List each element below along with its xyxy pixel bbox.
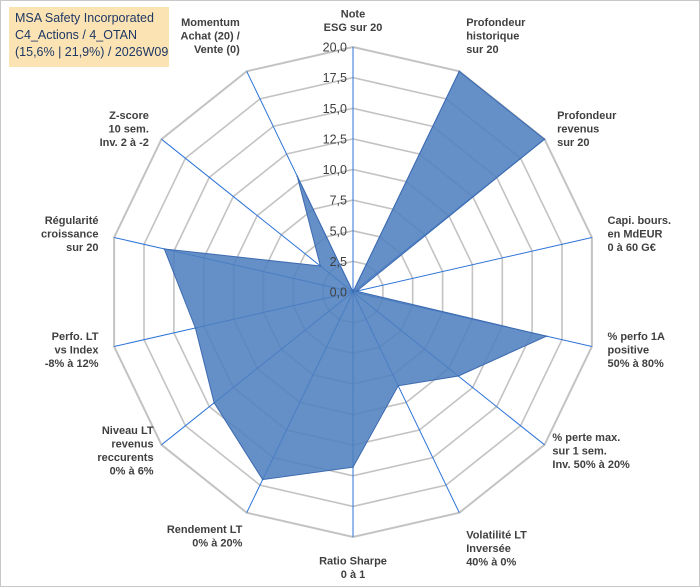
- tick-label-2: 5,0: [330, 224, 347, 238]
- axis-label-1-line-1: historique: [466, 30, 519, 42]
- axis-label-0-line-0: Note: [341, 8, 365, 20]
- axis-label-7: Ratio Sharpe 0 à 1: [319, 556, 387, 582]
- axis-label-12-line-1: 10 sem.: [109, 124, 149, 136]
- tick-label-3: 7,5: [330, 194, 347, 208]
- axis-label-3-line-0: Capi. bours.: [608, 215, 672, 227]
- title-stats: (15,6% | 21,9%) / 2026W09: [15, 45, 169, 59]
- axis-label-5-line-2: Inv. 50% à 20%: [552, 459, 630, 471]
- axis-label-7-line-1: 0 à 1: [341, 569, 365, 581]
- axis-label-6-line-2: 40% à 0%: [466, 557, 516, 569]
- axis-label-3-line-2: 0 à 60 G€: [608, 242, 656, 254]
- data-point-4: [545, 335, 548, 338]
- axis-label-13-line-2: Vente (0): [194, 44, 240, 56]
- axis-label-9-line-2: reccurents: [97, 452, 153, 464]
- axis-label-11-line-2: sur 20: [66, 242, 98, 254]
- tick-label-1: 2,5: [330, 255, 347, 269]
- axis-label-4-line-2: 50% à 80%: [608, 358, 664, 370]
- tick-label-0: 0,0: [330, 286, 347, 300]
- axis-label-10-line-0: Perfo. LT: [52, 331, 99, 343]
- data-point-3: [355, 290, 358, 293]
- tick-label-8: 20,0: [323, 41, 347, 55]
- data-point-8: [261, 478, 264, 481]
- axis-label-1-line-0: Profondeur: [466, 17, 526, 29]
- axis-label-8-line-1: 0% à 20%: [192, 538, 242, 550]
- axis-label-3-line-1: en MdEUR: [608, 228, 663, 240]
- axis-label-10: Perfo. LT vs Index -8% à 12%: [45, 331, 100, 370]
- axis-label-9: Niveau LT revenus reccurents 0% à 6%: [97, 425, 154, 478]
- series-area: [163, 70, 549, 481]
- axis-label-11: Régularité croissance sur 20: [41, 215, 98, 254]
- chart-title-box: MSA Safety Incorporated C4_Actions / 4_O…: [9, 7, 169, 67]
- axis-label-12-line-0: Z-score: [109, 110, 149, 122]
- axis-label-2-line-1: revenus: [557, 124, 599, 136]
- axis-label-4: % perfo 1A positive 50% à 80%: [608, 331, 666, 370]
- radar-ticks: 0,0 2,5 5,0 7,5 10,0 12,5 15,0 17,5 20,0: [323, 41, 347, 300]
- axis-label-2: Profondeur revenus sur 20: [557, 110, 617, 149]
- data-point-9: [213, 401, 215, 404]
- axis-label-12: Z-score 10 sem. Inv. 2 à -2: [100, 110, 149, 149]
- axis-label-11-line-1: croissance: [41, 228, 98, 240]
- data-point-2: [543, 138, 546, 140]
- axis-label-8-line-0: Rendement LT: [167, 524, 243, 536]
- axis-label-2-line-2: sur 20: [557, 137, 589, 149]
- axis-label-10-line-2: -8% à 12%: [45, 358, 99, 370]
- title-company: MSA Safety Incorporated: [15, 11, 154, 25]
- axis-label-9-line-0: Niveau LT: [102, 425, 154, 437]
- axis-label-9-line-3: 0% à 6%: [110, 466, 154, 478]
- spoke-3: [352, 237, 593, 293]
- data-point-13: [296, 175, 299, 177]
- axis-label-9-line-1: revenus: [111, 439, 153, 451]
- axis-label-12-line-2: Inv. 2 à -2: [100, 137, 149, 149]
- data-point-1: [458, 70, 461, 73]
- axis-label-4-line-1: positive: [608, 345, 650, 357]
- axis-label-11-line-0: Régularité: [45, 215, 99, 227]
- axis-label-0: Note ESG sur 20: [324, 8, 383, 34]
- data-point-12: [319, 265, 322, 267]
- axis-label-6-line-0: Volatilité LT: [466, 530, 527, 542]
- axis-label-6-line-1: Inversée: [466, 543, 511, 555]
- axis-label-6: Volatilité LT Inversée 40% à 0%: [466, 530, 527, 569]
- data-point-7: [352, 466, 354, 469]
- axis-label-5-line-1: sur 1 sem.: [552, 445, 606, 457]
- data-point-6: [397, 385, 400, 387]
- tick-label-7: 17,5: [323, 71, 347, 85]
- axis-label-2-line-0: Profondeur: [557, 110, 617, 122]
- axis-label-7-line-0: Ratio Sharpe: [319, 556, 387, 568]
- axis-label-13: Momentum Achat (20) / Vente (0): [181, 17, 241, 56]
- data-point-10: [194, 327, 197, 329]
- title-category: C4_Actions / 4_OTAN: [15, 28, 138, 42]
- axis-label-10-line-1: vs Index: [54, 345, 99, 357]
- axis-label-3: Capi. bours. en MdEUR 0 à 60 G€: [608, 215, 672, 254]
- axis-label-13-line-0: Momentum: [181, 17, 240, 29]
- axis-label-1-line-2: sur 20: [466, 44, 498, 56]
- axis-label-5-line-0: % perte max.: [552, 432, 620, 444]
- axis-label-1: Profondeur historique sur 20: [466, 17, 526, 56]
- data-point-5: [457, 375, 460, 377]
- tick-label-4: 10,0: [323, 163, 347, 177]
- radar-series: [163, 70, 549, 481]
- axis-label-13-line-1: Achat (20) /: [181, 30, 240, 42]
- tick-label-6: 15,0: [323, 102, 347, 116]
- data-point-0: [352, 291, 354, 293]
- tick-label-5: 12,5: [323, 132, 347, 146]
- data-point-11: [163, 248, 166, 250]
- radar-axis-labels: Note ESG sur 20 Profondeur historique sur 20…: [41, 8, 671, 581]
- axis-label-0-line-1: ESG sur 20: [324, 22, 383, 34]
- axis-label-4-line-0: % perfo 1A: [608, 331, 666, 343]
- axis-label-5: % perte max. sur 1 sem. Inv. 50% à 20%: [552, 432, 630, 471]
- axis-label-8: Rendement LT 0% à 20%: [167, 524, 243, 550]
